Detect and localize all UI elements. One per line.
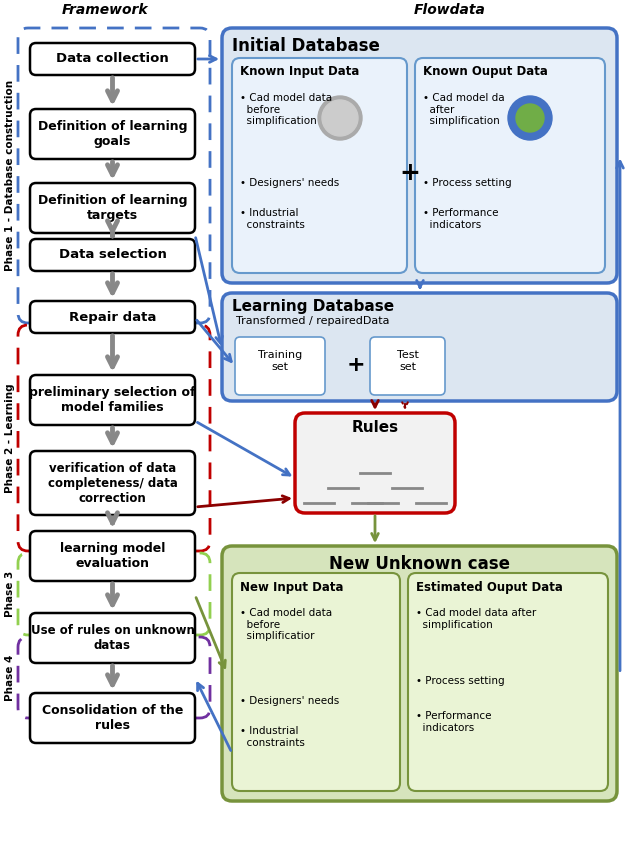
FancyBboxPatch shape [30,693,195,743]
Text: Initial Database: Initial Database [232,37,380,55]
Text: Estimated Ouput Data: Estimated Ouput Data [416,581,563,594]
FancyBboxPatch shape [30,239,195,271]
FancyBboxPatch shape [235,337,325,395]
Text: Phase 1 - Database construction: Phase 1 - Database construction [5,80,15,271]
Text: • Performance
  indicators: • Performance indicators [423,208,499,230]
FancyBboxPatch shape [30,531,195,581]
Circle shape [318,96,362,140]
Text: • Cad model da
  after
  simplification: • Cad model da after simplification [423,93,504,126]
Text: Phase 2 - Learning: Phase 2 - Learning [5,383,15,493]
Text: Known Ouput Data: Known Ouput Data [423,66,548,79]
Text: +: + [399,161,421,185]
Text: Data selection: Data selection [59,249,166,261]
Text: Framework: Framework [62,3,148,17]
FancyBboxPatch shape [30,301,195,333]
FancyBboxPatch shape [370,337,445,395]
Text: Consolidation of the
rules: Consolidation of the rules [42,704,183,732]
Text: Use of rules on unknown
datas: Use of rules on unknown datas [31,624,194,652]
Text: Repair data: Repair data [69,311,156,324]
Text: Flowdata: Flowdata [414,3,486,17]
Text: Learning Database: Learning Database [232,299,394,314]
FancyBboxPatch shape [30,43,195,75]
Text: • Designers' needs: • Designers' needs [240,178,339,188]
Text: New Unknown case: New Unknown case [329,555,510,573]
Text: • Process setting: • Process setting [423,178,512,188]
FancyBboxPatch shape [30,375,195,425]
FancyBboxPatch shape [295,413,455,513]
Circle shape [508,96,552,140]
Text: Training
set: Training set [258,350,302,372]
FancyBboxPatch shape [222,546,617,801]
Text: learning model
evaluation: learning model evaluation [60,542,165,570]
Text: Rules: Rules [351,420,399,436]
Text: • Cad model data after
  simplification: • Cad model data after simplification [416,608,536,630]
FancyBboxPatch shape [415,58,605,273]
FancyBboxPatch shape [30,451,195,515]
Text: • Designers' needs: • Designers' needs [240,696,339,706]
FancyBboxPatch shape [30,613,195,663]
Circle shape [322,100,358,136]
Text: • Industrial
  constraints: • Industrial constraints [240,726,305,747]
Text: Data collection: Data collection [56,53,169,66]
Text: verification of data
completeness/ data
correction: verification of data completeness/ data … [48,462,177,505]
Text: Transformed / repairedData: Transformed / repairedData [236,316,389,326]
Text: +: + [347,355,365,375]
FancyBboxPatch shape [408,573,608,791]
Text: Phase 3: Phase 3 [5,571,15,617]
FancyBboxPatch shape [232,573,400,791]
Text: Known Input Data: Known Input Data [240,66,359,79]
Text: • Industrial
  constraints: • Industrial constraints [240,208,305,230]
Circle shape [516,104,544,132]
Text: Phase 4: Phase 4 [5,654,15,701]
FancyBboxPatch shape [232,58,407,273]
Text: New Input Data: New Input Data [240,581,344,594]
Text: Definition of learning
targets: Definition of learning targets [38,194,188,222]
Text: • Performance
  indicators: • Performance indicators [416,711,491,733]
FancyBboxPatch shape [222,28,617,283]
FancyBboxPatch shape [30,183,195,233]
Text: • Cad model data
  before
  simplification: • Cad model data before simplification [240,93,332,126]
Text: Test
set: Test set [397,350,419,372]
Text: Definition of learning
goals: Definition of learning goals [38,120,188,148]
Text: • Cad model data
  before
  simplificatior: • Cad model data before simplificatior [240,608,332,641]
FancyBboxPatch shape [222,293,617,401]
FancyBboxPatch shape [30,109,195,159]
Text: preliminary selection of
model families: preliminary selection of model families [29,386,196,414]
Text: • Process setting: • Process setting [416,676,504,686]
